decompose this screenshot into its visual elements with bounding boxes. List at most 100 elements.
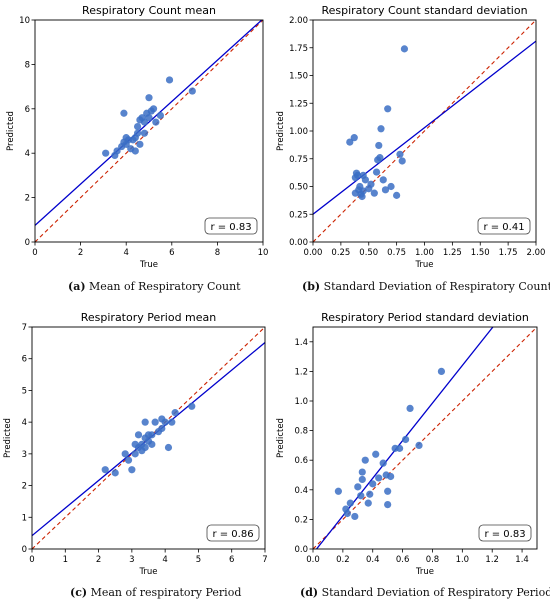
x-tick-label: 0 (29, 555, 34, 565)
data-point (384, 105, 392, 113)
data-point (134, 122, 142, 131)
x-tick-label: 10 (258, 248, 269, 258)
data-point (379, 459, 387, 467)
data-point (415, 441, 423, 449)
data-point (134, 431, 143, 439)
data-point (384, 487, 392, 495)
y-tick-label: 1 (22, 513, 27, 523)
data-point (354, 483, 362, 491)
data-point (346, 138, 354, 146)
data-point (136, 140, 144, 148)
caption-d: (d) Standard Deviation of Respiratory Pe… (300, 586, 550, 599)
data-point (120, 109, 128, 117)
y-tick-label: 1.4 (294, 338, 308, 348)
chart-panel-3: Respiratory Period standard deviation 0.0… (276, 311, 538, 577)
caption-c: (c) Mean of respiratory Period (70, 586, 242, 599)
data-point (113, 147, 121, 155)
x-tick-label: 8 (215, 248, 220, 258)
x-tick-label: 0.2 (336, 555, 350, 565)
correlation-box (206, 524, 260, 542)
y-tick-label: 0 (22, 545, 27, 555)
y-tick-label: 0.00 (289, 238, 308, 248)
y-tick-label: 1.25 (289, 99, 308, 109)
data-point (381, 186, 390, 194)
x-tick-label: 0.75 (387, 248, 406, 258)
y-tick-label: 1.0 (294, 397, 308, 407)
x-axis-label: True (414, 260, 433, 270)
data-point (359, 171, 367, 179)
x-tick-label: 0 (32, 248, 37, 258)
data-point (358, 468, 366, 476)
data-point (158, 424, 166, 433)
data-point (121, 450, 129, 458)
data-point (161, 418, 169, 426)
axes-frame (312, 326, 538, 550)
data-point (124, 456, 133, 464)
chart-panel-2: Respiratory Period mean 0 1 2 3 4 5 6 7 0 1 2 3 4 5 6 7 T… (3, 311, 268, 577)
y-tick-label: 7 (22, 323, 27, 333)
axes-frame (312, 19, 537, 243)
identity-line (313, 20, 536, 242)
data-point (141, 443, 149, 452)
correlation-box (204, 217, 258, 235)
x-tick-label: 5 (196, 555, 201, 565)
y-tick-label: 2 (25, 194, 30, 204)
y-tick-label: 5 (22, 386, 27, 396)
data-point (188, 87, 196, 95)
correlation-box (478, 524, 532, 542)
data-point (141, 418, 149, 426)
regression-line (35, 20, 263, 226)
plot-area (32, 327, 265, 549)
data-point (372, 450, 380, 458)
x-tick-label: 0.50 (359, 248, 378, 258)
chart-title: Respiratory Count mean (82, 4, 216, 17)
data-point (145, 114, 153, 122)
y-tick-label: 1.00 (289, 127, 308, 137)
data-point (351, 174, 359, 182)
x-tick-label: 1.2 (485, 555, 499, 565)
y-tick-label: 0.2 (294, 515, 308, 525)
data-point (401, 435, 410, 444)
axes-frame (31, 326, 266, 550)
data-point (396, 444, 404, 452)
x-tick-label: 6 (229, 555, 234, 565)
x-tick-label: 1.25 (443, 248, 462, 258)
data-point (370, 189, 378, 197)
data-point (102, 149, 110, 157)
y-tick-label: 4 (22, 418, 27, 428)
data-point (334, 487, 342, 495)
data-point (140, 129, 149, 137)
y-tick-label: 3 (22, 450, 27, 460)
y-tick-label: 0.6 (294, 456, 308, 466)
x-tick-label: 1 (63, 555, 68, 565)
data-point (131, 440, 139, 448)
x-tick-label: 0.8 (426, 555, 440, 565)
y-axis-label: Predicted (6, 111, 16, 151)
x-tick-label: 6 (169, 248, 174, 258)
y-tick-label: 0.8 (294, 427, 308, 437)
x-axis-label: True (139, 260, 158, 270)
y-tick-label: 1.50 (289, 72, 308, 82)
data-point (376, 154, 384, 162)
data-point (171, 409, 179, 417)
correlation-box (477, 217, 531, 235)
data-point (351, 512, 359, 521)
data-point (149, 105, 158, 113)
y-tick-label: 0.4 (294, 486, 308, 496)
data-point (156, 111, 164, 120)
data-point (393, 191, 401, 199)
regression-line (313, 40, 536, 215)
identity-line (32, 327, 265, 549)
correlation-label: r = 0.86 (212, 529, 253, 540)
y-tick-label: 10 (19, 16, 30, 26)
x-axis-label: True (415, 567, 434, 577)
data-point (148, 431, 156, 439)
data-point (361, 456, 369, 464)
x-tick-label: 1.4 (515, 555, 529, 565)
y-tick-label: 4 (25, 149, 30, 159)
plot-area (35, 20, 263, 242)
correlation-label: r = 0.83 (210, 222, 251, 233)
y-tick-label: 0 (25, 238, 30, 248)
data-point (387, 182, 395, 191)
